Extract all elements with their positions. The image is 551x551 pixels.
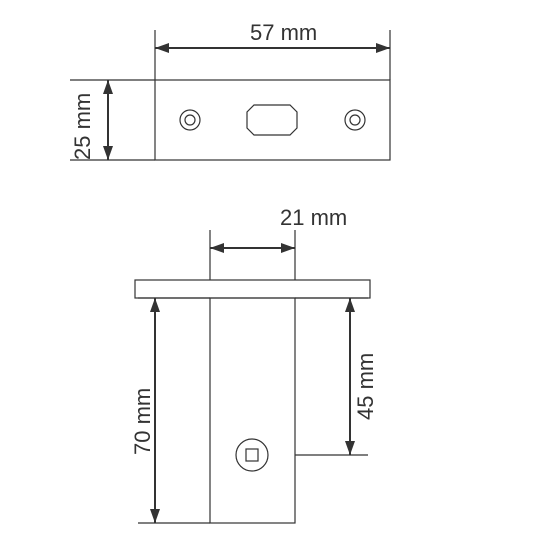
technical-drawing: 57 mm 25 mm 21 mm 45 mm 70 mm [0,0,551,551]
svg-text:45 mm: 45 mm [353,353,378,420]
svg-text:25 mm: 25 mm [70,93,95,160]
svg-text:57 mm: 57 mm [250,20,317,45]
svg-text:21 mm: 21 mm [280,205,347,230]
svg-text:70 mm: 70 mm [130,388,155,455]
